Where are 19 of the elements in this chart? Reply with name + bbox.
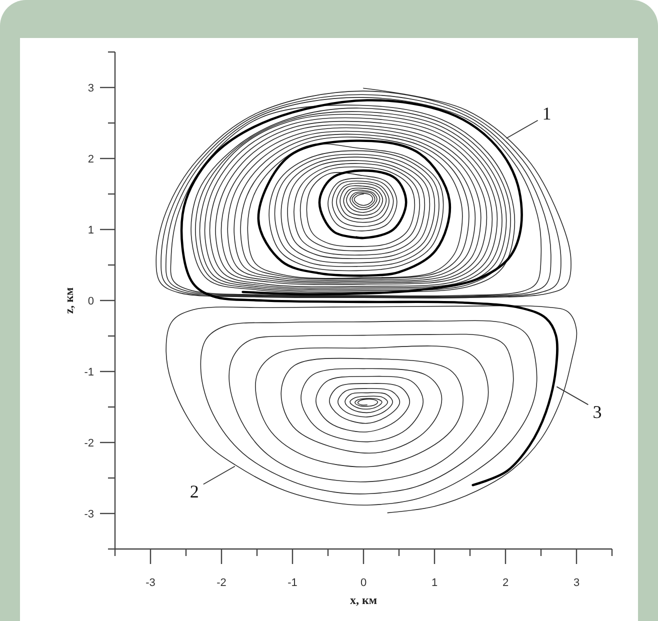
y-tick-label: 0 bbox=[88, 295, 94, 308]
y-axis-title: z, км bbox=[62, 287, 76, 314]
x-tick-label: 3 bbox=[573, 577, 580, 589]
x-tick-label: -1 bbox=[288, 577, 298, 589]
x-tick-label: -2 bbox=[216, 577, 226, 589]
x-tick-label: 0 bbox=[360, 577, 367, 589]
x-axis-title: x, км bbox=[350, 593, 378, 607]
y-tick-label: 1 bbox=[88, 224, 94, 236]
y-tick-label: 3 bbox=[88, 82, 94, 94]
y-tick-label: -3 bbox=[84, 508, 94, 520]
y-tick-label: -1 bbox=[84, 366, 94, 378]
annotation: 1 bbox=[542, 104, 552, 124]
x-tick-label: 1 bbox=[431, 577, 438, 589]
y-tick-label: -2 bbox=[84, 437, 94, 450]
x-tick-label: 2 bbox=[502, 577, 509, 589]
annotation: 2 bbox=[190, 482, 199, 502]
annotation: 3 bbox=[592, 402, 602, 422]
y-tick-label: 2 bbox=[88, 153, 94, 166]
x-tick-label: -3 bbox=[146, 577, 156, 589]
